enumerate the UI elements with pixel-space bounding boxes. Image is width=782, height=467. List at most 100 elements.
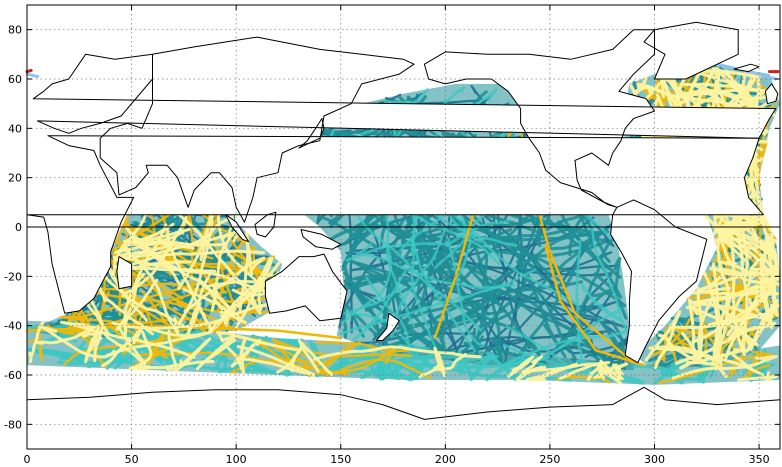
- x-tick-label: 100: [226, 453, 247, 466]
- track-pale-yellow: [671, 355, 778, 380]
- track-gold: [126, 224, 192, 274]
- track-light-teal: [410, 236, 477, 353]
- track-pale-yellow: [769, 232, 780, 282]
- track-light-teal: [315, 343, 373, 378]
- track-pale-yellow: [297, 339, 333, 376]
- track-pale-yellow: [176, 337, 212, 371]
- track-light-teal: [469, 353, 494, 382]
- track-teal: [474, 250, 489, 358]
- y-tick-label: 40: [8, 122, 22, 135]
- track-gold: [68, 326, 107, 369]
- track-pale-yellow: [648, 345, 720, 363]
- track-pale-yellow: [515, 355, 547, 381]
- track-pale-yellow: [103, 325, 147, 366]
- track-pale-yellow: [221, 261, 281, 319]
- track-pale-yellow: [521, 361, 611, 380]
- track-light-teal: [434, 197, 578, 306]
- land-mask-newzealand: [376, 313, 400, 341]
- track-teal: [401, 276, 449, 352]
- track-gold: [555, 372, 611, 384]
- track-pale-yellow: [60, 320, 196, 359]
- track-pale-yellow: [216, 196, 273, 302]
- y-tick-label: 80: [8, 24, 22, 37]
- track-gold: [300, 341, 361, 376]
- track-gold: [657, 350, 774, 384]
- y-tick-label: 60: [8, 73, 22, 86]
- track-red: [25, 68, 33, 74]
- coastline-newguinea: [300, 229, 342, 250]
- track-light-teal: [348, 365, 404, 380]
- tracks-high-latitude: [25, 22, 780, 449]
- coastline-sumatra: [225, 214, 250, 243]
- land-mask-borneo: [255, 212, 276, 237]
- track-light-teal: [393, 355, 550, 370]
- track-pale-yellow: [679, 348, 749, 370]
- y-tick-label: -20: [4, 270, 22, 283]
- track-light-teal: [447, 237, 485, 348]
- track-pale-yellow: [199, 281, 243, 322]
- track-pale-yellow: [737, 371, 779, 382]
- track-light-teal: [397, 343, 431, 366]
- track-pale-yellow: [128, 360, 215, 371]
- track-gold: [114, 215, 129, 317]
- track-pale-yellow: [165, 329, 178, 372]
- coastline-madagascar: [116, 256, 133, 290]
- track-teal: [478, 247, 585, 329]
- track-light-teal: [504, 331, 626, 365]
- track-pale-yellow: [749, 303, 781, 351]
- track-pale-yellow: [507, 355, 535, 378]
- y-tick-label: -40: [4, 320, 22, 333]
- track-pale-yellow: [720, 354, 765, 377]
- track-gold: [325, 358, 432, 380]
- track-pale-yellow: [711, 268, 754, 364]
- track-pale-yellow: [433, 346, 446, 377]
- track-light-teal: [195, 328, 308, 375]
- track-pale-yellow: [216, 330, 299, 352]
- track-teal: [529, 189, 622, 279]
- track-light-teal: [343, 285, 405, 324]
- land-mask-africa: [27, 135, 764, 314]
- track-cruise-line: [544, 245, 646, 367]
- track-light-teal: [581, 283, 623, 322]
- x-tick-label: 150: [330, 453, 351, 466]
- track-light-teal: [30, 349, 171, 371]
- y-tick-label: 0: [15, 221, 22, 234]
- coastline-iceland: [733, 63, 760, 73]
- track-gold: [130, 274, 144, 337]
- track-light-blue: [25, 72, 39, 78]
- track-teal: [666, 326, 708, 366]
- track-pale-yellow: [713, 353, 728, 378]
- coastline-japan: [298, 118, 325, 149]
- plot-area: [25, 5, 781, 450]
- track-pale-yellow: [719, 260, 781, 287]
- track-teal: [551, 286, 618, 355]
- coastline-asia: [99, 36, 415, 223]
- track-pale-yellow: [418, 352, 467, 379]
- land-mask-asia: [100, 37, 414, 223]
- track-pale-yellow: [82, 326, 104, 363]
- track-pale-yellow: [593, 362, 629, 379]
- track-pale-yellow: [34, 325, 97, 345]
- x-axis: 0 50 100 150 200 250 300 350: [24, 5, 770, 466]
- track-gold: [315, 340, 409, 353]
- track-gold: [153, 298, 207, 334]
- land-mask-uk: [765, 83, 778, 104]
- track-pale-yellow: [105, 324, 212, 357]
- y-tick-label: -60: [4, 369, 22, 382]
- land-mask-greenland: [644, 22, 739, 79]
- x-tick-label: 0: [24, 453, 31, 466]
- track-light-teal: [352, 270, 407, 341]
- track-light-teal: [345, 242, 451, 262]
- x-tick-label: 250: [539, 453, 560, 466]
- track-pale-yellow: [680, 298, 701, 364]
- x-tick-label: 200: [435, 453, 456, 466]
- track-light-teal: [502, 325, 573, 370]
- track-light-teal: [348, 205, 483, 332]
- land-mask-antarctica: [27, 387, 780, 449]
- track-pale-yellow: [166, 228, 214, 333]
- x-tick-label: 300: [644, 453, 665, 466]
- coastline-newzealand: [375, 312, 400, 341]
- track-pale-yellow: [636, 82, 739, 107]
- track-pale-yellow: [134, 330, 153, 369]
